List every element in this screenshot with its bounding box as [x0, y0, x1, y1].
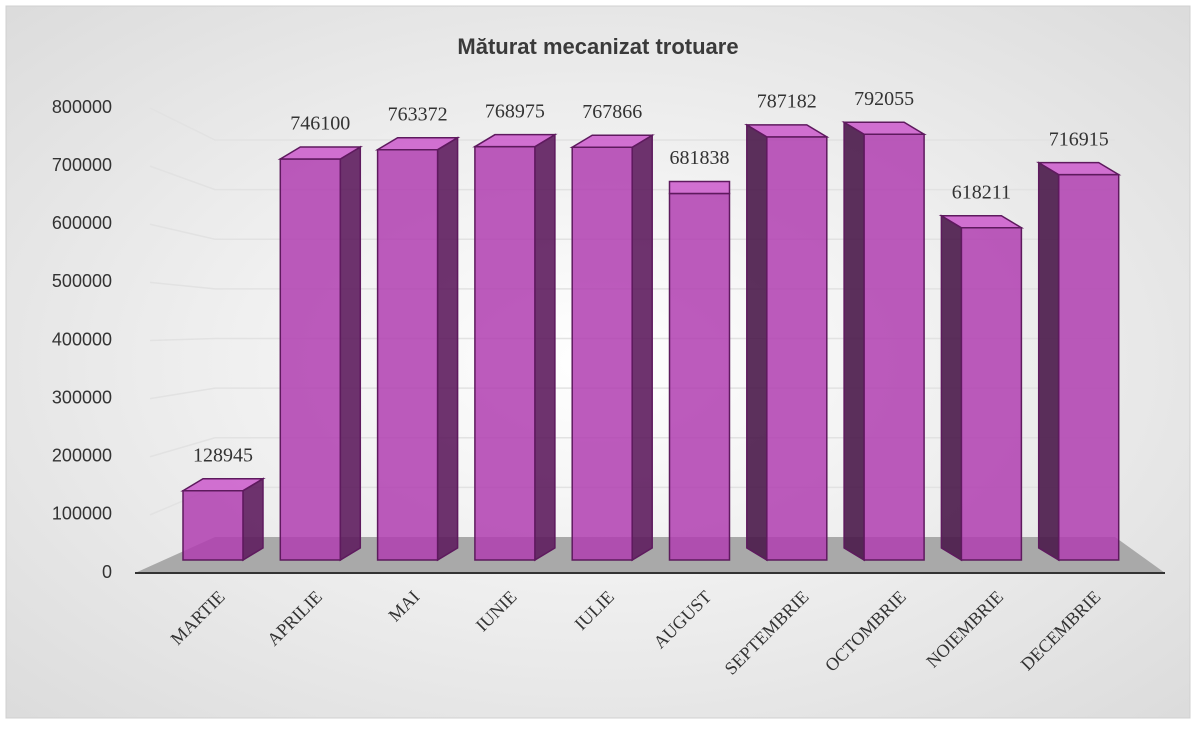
- bar-side: [843, 120, 865, 562]
- bar-front: [766, 136, 828, 561]
- value-label: 128945: [193, 444, 253, 466]
- y-tick-label: 800000: [52, 97, 112, 117]
- bar-front: [279, 158, 342, 561]
- y-tick-label: 0: [102, 562, 112, 582]
- bar-front: [474, 145, 536, 561]
- bar-top: [569, 134, 655, 149]
- bar: [472, 133, 558, 562]
- bar-front: [668, 192, 731, 561]
- bar: [374, 136, 461, 562]
- y-tick-label: 100000: [52, 504, 112, 524]
- value-label: 618211: [952, 181, 1011, 203]
- bar-front: [571, 146, 633, 561]
- bar-side: [436, 136, 459, 562]
- bar-side: [339, 145, 362, 562]
- bar-side: [746, 123, 768, 562]
- bar-top: [472, 133, 558, 148]
- bar-top: [668, 180, 731, 195]
- bar-top: [938, 214, 1025, 229]
- bar: [668, 180, 731, 561]
- bar: [569, 133, 655, 562]
- bar-side: [940, 214, 963, 562]
- bar-front: [376, 148, 439, 561]
- bar: [1035, 161, 1122, 562]
- value-label: 681838: [670, 147, 730, 169]
- value-label: 768975: [485, 100, 545, 122]
- value-label: 767866: [582, 101, 642, 123]
- bar-top: [180, 477, 266, 492]
- value-label: 763372: [388, 103, 448, 125]
- bar-side: [1037, 161, 1060, 562]
- bar-top: [277, 146, 364, 160]
- bar-side: [242, 477, 264, 562]
- y-tick-label: 600000: [52, 213, 112, 233]
- y-tick-label: 300000: [52, 387, 112, 407]
- y-tick-label: 500000: [52, 271, 112, 291]
- y-tick-label: 200000: [52, 446, 112, 466]
- bar-top: [744, 124, 830, 138]
- bar-side: [631, 133, 653, 562]
- bar-front: [182, 489, 244, 561]
- value-label: 787182: [757, 90, 817, 112]
- value-label: 716915: [1049, 128, 1109, 150]
- y-tick-label: 700000: [52, 155, 112, 175]
- bar: [277, 145, 364, 562]
- chart-title: Măturat mecanizat trotuare: [457, 34, 738, 59]
- bar-top: [374, 136, 461, 151]
- bar: [938, 214, 1025, 562]
- bar-side: [534, 133, 556, 562]
- bar-top: [841, 121, 927, 136]
- bar: [180, 477, 266, 562]
- bar-front: [863, 133, 925, 561]
- value-label: 746100: [290, 113, 350, 135]
- bar-top: [1035, 161, 1122, 176]
- y-tick-label: 400000: [52, 329, 112, 349]
- bar: [841, 120, 927, 562]
- bar-front: [1057, 173, 1120, 561]
- bar-front: [960, 226, 1023, 561]
- bar: [744, 123, 830, 562]
- value-label: 792055: [854, 88, 914, 110]
